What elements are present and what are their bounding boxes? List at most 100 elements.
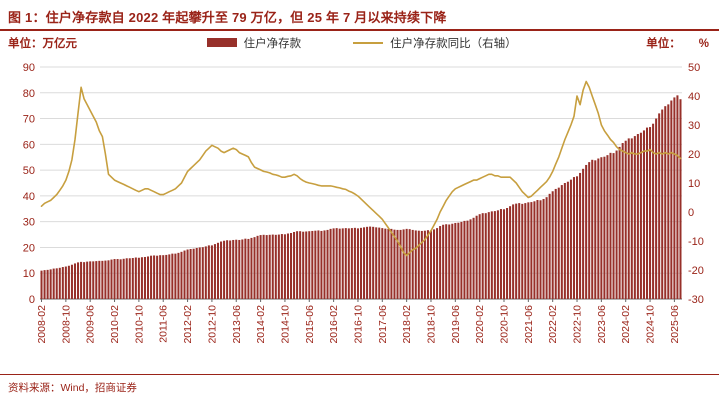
- deposit-bar: [439, 225, 442, 299]
- x-axis-tick-label: 2010-02: [109, 304, 121, 343]
- deposit-bar: [484, 212, 487, 299]
- deposit-bar: [198, 246, 201, 299]
- deposit-bar: [165, 254, 168, 299]
- deposit-bar: [320, 230, 323, 299]
- deposit-bar: [174, 253, 177, 299]
- deposit-bar: [676, 94, 679, 299]
- deposit-bar: [73, 262, 77, 299]
- left-axis-tick-label: 90: [23, 62, 35, 74]
- deposit-bar: [122, 258, 125, 299]
- x-axis-tick-label: 2018-02: [401, 304, 413, 343]
- deposit-bar: [512, 203, 515, 299]
- deposit-bar: [125, 257, 128, 299]
- deposit-bar: [40, 270, 43, 299]
- deposit-bar: [347, 227, 350, 299]
- figure-title: 图 1：住户净存款自 2022 年起攀升至 79 万亿，但 25 年 7 月以来…: [8, 10, 447, 25]
- deposit-bar: [55, 267, 58, 299]
- deposit-bar: [423, 230, 426, 299]
- x-axis-tick-label: 2014-10: [279, 304, 291, 343]
- deposit-bar: [128, 257, 131, 299]
- x-axis-tick-label: 2008-02: [36, 304, 48, 343]
- deposit-bar: [335, 227, 338, 299]
- deposit-bar: [524, 202, 527, 299]
- deposit-bar: [399, 229, 402, 299]
- deposit-bar: [426, 229, 429, 299]
- x-axis-tick-label: 2013-06: [231, 304, 243, 343]
- deposit-bar: [521, 203, 524, 299]
- x-axis-tick-label: 2018-10: [425, 304, 437, 343]
- deposit-bar: [186, 249, 189, 299]
- deposit-bar: [302, 231, 305, 299]
- deposit-bar: [107, 259, 110, 299]
- deposit-bar: [502, 208, 506, 299]
- deposit-bar: [515, 203, 518, 299]
- deposit-bar: [363, 226, 366, 299]
- deposit-bar: [542, 198, 545, 299]
- deposit-bar: [506, 207, 509, 299]
- deposit-bar: [390, 228, 393, 299]
- right-axis-tick-label: 40: [688, 91, 700, 103]
- deposit-bar: [189, 248, 192, 299]
- deposit-bar: [384, 228, 387, 299]
- deposit-bar: [159, 254, 162, 299]
- deposit-bar: [621, 142, 624, 299]
- deposit-bar: [429, 229, 432, 299]
- deposit-bar: [393, 229, 396, 299]
- deposit-bar: [642, 129, 645, 299]
- deposit-bar: [329, 228, 332, 299]
- deposit-bar: [250, 237, 253, 299]
- deposit-bar: [375, 226, 378, 299]
- x-axis-tick-label: 2012-02: [182, 304, 194, 343]
- deposit-bar: [192, 248, 195, 299]
- deposit-bar: [387, 228, 390, 299]
- deposit-bar: [639, 132, 642, 299]
- deposit-bar: [323, 229, 326, 299]
- line-series-label: 住户净存款同比（右轴）: [390, 37, 517, 50]
- left-axis-tick-label: 40: [23, 190, 35, 202]
- deposit-bar: [86, 261, 89, 299]
- deposit-bar: [256, 235, 259, 299]
- deposit-bar: [369, 226, 372, 299]
- left-axis-tick-label: 80: [23, 87, 35, 99]
- deposit-bar: [238, 239, 241, 299]
- deposit-bar: [168, 253, 171, 299]
- deposit-bar: [652, 123, 655, 299]
- right-axis-tick-label: 30: [688, 120, 700, 132]
- deposit-bar: [67, 265, 70, 299]
- title-divider: [0, 29, 719, 31]
- deposit-bar: [667, 103, 670, 299]
- deposit-bar: [436, 227, 439, 299]
- deposit-bar: [204, 245, 207, 299]
- deposit-bar: [156, 255, 159, 299]
- deposit-bar: [420, 230, 423, 299]
- deposit-bar: [649, 126, 652, 299]
- deposit-bar: [557, 187, 560, 299]
- left-axis-tick-label: 70: [23, 113, 35, 125]
- deposit-bar: [454, 222, 457, 299]
- deposit-bar: [153, 254, 156, 299]
- deposit-bar: [527, 201, 530, 299]
- deposit-bar: [405, 228, 408, 299]
- deposit-bar: [98, 260, 101, 299]
- deposit-bar: [317, 229, 320, 299]
- deposit-bar: [80, 261, 83, 299]
- deposit-bar: [280, 233, 283, 299]
- deposit-bar: [232, 239, 235, 299]
- x-axis-tick-label: 2020-02: [474, 304, 486, 343]
- deposit-bar: [113, 258, 116, 299]
- deposit-bar: [247, 238, 250, 299]
- deposit-bar: [518, 202, 521, 299]
- deposit-bar: [396, 229, 399, 299]
- deposit-bar: [469, 218, 472, 299]
- deposit-bar: [411, 229, 414, 299]
- deposit-bar: [563, 182, 566, 299]
- deposit-bar: [119, 258, 122, 299]
- deposit-bar: [460, 221, 463, 299]
- deposit-bar: [417, 230, 420, 299]
- bar-series-swatch-icon: [206, 38, 237, 47]
- x-axis-tick-label: 2008-10: [60, 304, 72, 343]
- right-axis-unit-symbol: %: [698, 37, 709, 50]
- deposit-bar: [296, 230, 299, 299]
- combo-chart: 0 10 20 30 40 50 60 70 80 90 -30 -20 -10 0 10 20 30 40 50 2…: [23, 62, 704, 344]
